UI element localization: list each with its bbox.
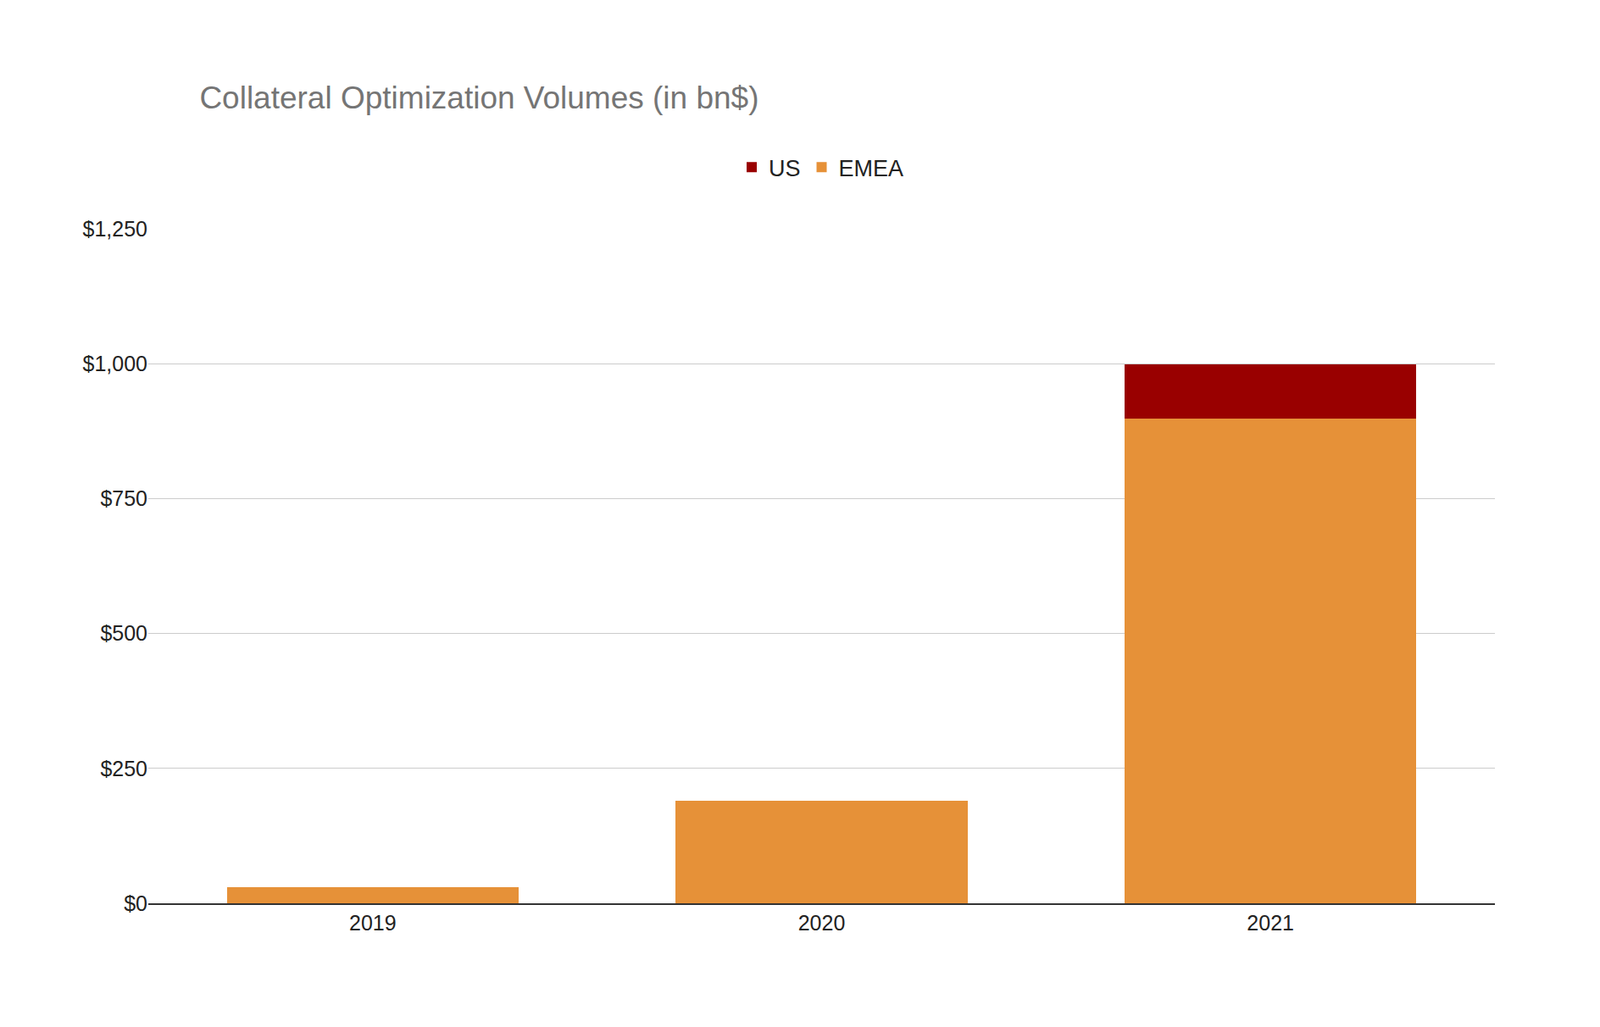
svg-text:Collateral Optimization Volume: Collateral Optimization Volumes (in bn$) [199, 80, 759, 116]
svg-text:EMEA: EMEA [838, 155, 905, 182]
svg-text:2021: 2021 [1246, 911, 1295, 935]
svg-text:2019: 2019 [349, 911, 397, 935]
svg-text:2020: 2020 [798, 911, 846, 935]
svg-text:$500: $500 [100, 621, 148, 645]
svg-text:$250: $250 [100, 756, 148, 781]
svg-text:US: US [768, 155, 801, 182]
svg-text:$750: $750 [100, 486, 148, 511]
svg-text:$1,250: $1,250 [83, 216, 148, 241]
svg-text:$0: $0 [123, 891, 148, 916]
svg-text:$1,000: $1,000 [83, 351, 148, 376]
